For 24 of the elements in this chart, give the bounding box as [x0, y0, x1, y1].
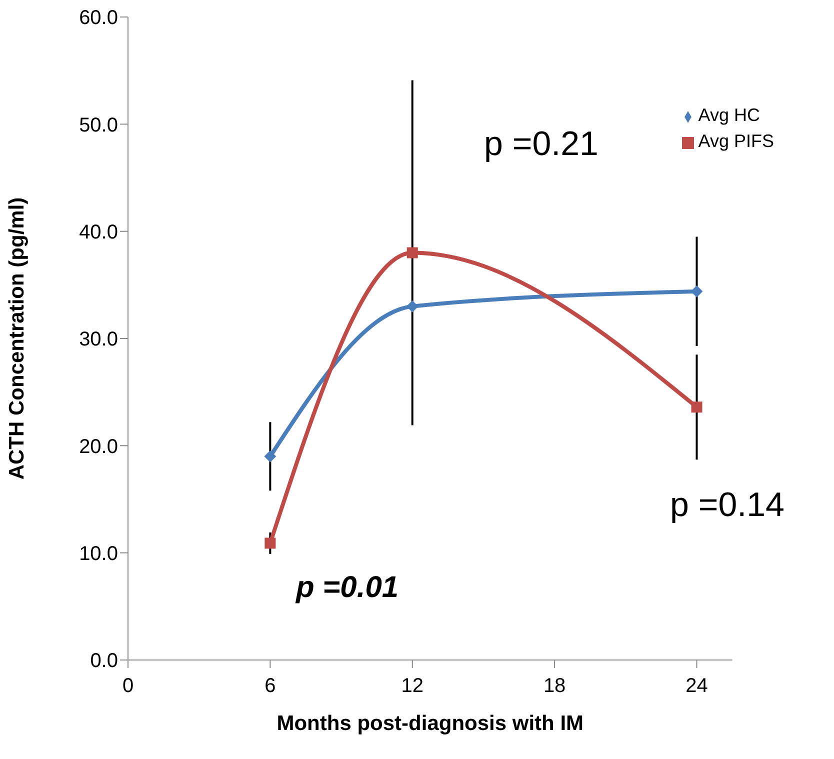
point — [264, 538, 276, 549]
y-tick-label: 40.0 — [79, 221, 118, 244]
annotation: p =0.21 — [484, 125, 598, 163]
x-axis-title: Months post-diagnosis with IM — [276, 712, 584, 735]
x-tick-label: 18 — [543, 675, 566, 698]
x-tick-label: 12 — [401, 675, 424, 698]
y-tick-label: 10.0 — [79, 542, 118, 565]
y-tick-label: 30.0 — [79, 328, 118, 351]
annotation: p =0.14 — [670, 486, 784, 524]
y-tick-label: 60.0 — [79, 7, 118, 30]
legend-label: Avg HC — [698, 105, 760, 125]
y-axis-title: ACTH Concentration (pg/ml) — [5, 197, 28, 480]
point — [406, 247, 418, 258]
legend-label: Avg PIFS — [698, 131, 774, 151]
y-tick-label: 20.0 — [79, 436, 118, 458]
y-tick-label: 50.0 — [79, 114, 118, 136]
x-tick-label: 6 — [264, 675, 276, 698]
point — [264, 450, 276, 462]
point — [406, 300, 418, 312]
point — [691, 402, 702, 413]
x-tick-label: 0 — [122, 675, 134, 698]
annotation: p =0.01 — [295, 570, 399, 604]
y-tick-label: 0.0 — [90, 650, 118, 672]
x-tick-label: 24 — [686, 675, 708, 698]
